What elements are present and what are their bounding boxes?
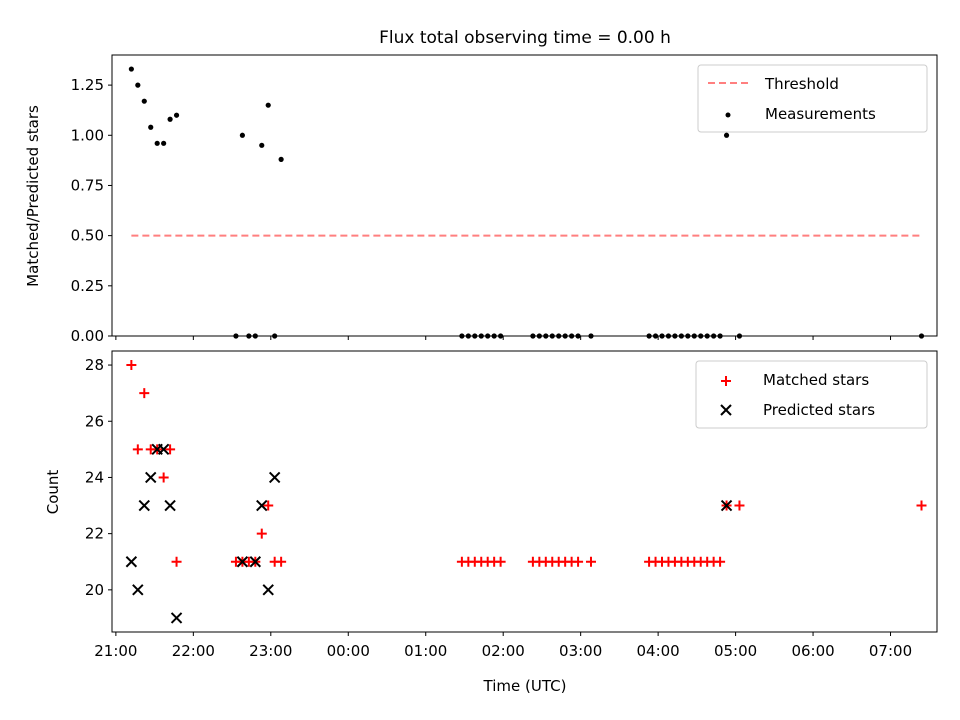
bottom-axes: 21:00 22:00 23:00 00:00 01:00 02:00 03:00 04:00… <box>85 356 912 660</box>
predicted-star-point <box>268 471 281 484</box>
top-y-tick-label: 0.00 <box>71 327 104 345</box>
matched-star-point <box>495 556 506 567</box>
matched-star-point <box>126 360 137 371</box>
x-tick-label: 21:00 <box>94 642 137 660</box>
predicted-star-point <box>145 471 157 484</box>
measurement-point <box>128 66 134 72</box>
bottom-y-tick-label: 20 <box>85 581 104 599</box>
matched-star-point <box>256 528 267 539</box>
measurement-point <box>141 98 147 104</box>
matched-star-point <box>139 388 150 399</box>
predicted-star-point <box>262 584 274 596</box>
predicted-star-point <box>164 499 176 512</box>
measurement-point <box>135 82 141 88</box>
matched-star-point <box>573 556 584 567</box>
top-axes: 0.00 0.25 0.50 0.75 1.00 1.25 <box>71 76 892 345</box>
bottom-plot-marks <box>125 360 927 624</box>
chart-title: Flux total observing time = 0.00 h <box>379 28 671 48</box>
bottom-legend: Matched stars Predicted stars <box>695 360 928 429</box>
measurement-point <box>161 140 167 146</box>
measurement-point <box>173 112 180 118</box>
matched-star-point <box>276 556 287 567</box>
top-y-axis-label: Matched/Predicted stars <box>24 105 42 287</box>
measurement-point <box>167 116 173 122</box>
matched-star-point <box>165 444 176 455</box>
legend-predicted-label: Predicted stars <box>763 401 875 419</box>
bottom-y-tick-label: 22 <box>85 525 104 543</box>
bottom-y-tick-label: 26 <box>85 412 104 430</box>
top-panel: 0.00 0.25 0.50 0.75 1.00 1.25 Matched/Predict… <box>24 54 938 345</box>
bottom-y-tick-label: 28 <box>85 356 104 374</box>
bottom-legend-box <box>695 360 928 429</box>
x-tick-label: 02:00 <box>482 642 525 660</box>
matched-legend-swatch <box>721 376 731 386</box>
predicted-star-point <box>170 612 183 624</box>
predicted-legend-swatch <box>720 404 732 416</box>
top-legend-box <box>697 64 928 133</box>
x-tick-label: 05:00 <box>714 642 757 660</box>
x-tick-label: 01:00 <box>404 642 447 660</box>
measurement-point <box>259 142 265 148</box>
predicted-star-point <box>720 499 733 512</box>
matched-star-point <box>158 472 169 483</box>
legend-threshold-label: Threshold <box>764 75 839 93</box>
x-tick-label: 22:00 <box>172 642 215 660</box>
measurement-point <box>278 156 284 162</box>
x-tick-label: 04:00 <box>637 642 680 660</box>
matched-star-point <box>263 500 274 511</box>
legend-measurements-label: Measurements <box>765 105 876 123</box>
matched-star-point <box>715 556 726 567</box>
x-tick-label: 00:00 <box>327 642 370 660</box>
bottom-y-axis-label: Count <box>44 470 62 515</box>
matched-star-point <box>734 500 745 511</box>
measurement-point <box>148 124 154 130</box>
predicted-star-point <box>157 443 170 456</box>
top-y-tick-label: 0.50 <box>71 227 104 245</box>
predicted-star-point <box>125 556 138 568</box>
predicted-star-point <box>249 556 262 568</box>
x-tick-label: 03:00 <box>559 642 602 660</box>
x-axis-label: Time (UTC) <box>483 677 567 695</box>
matched-star-point <box>916 500 927 511</box>
measurement-point <box>265 102 271 108</box>
predicted-star-point <box>236 556 249 568</box>
predicted-star-point <box>138 499 150 512</box>
predicted-star-point <box>256 499 268 512</box>
top-y-tick-label: 0.75 <box>71 176 104 194</box>
legend-matched-label: Matched stars <box>763 371 869 389</box>
bottom-y-tick-label: 24 <box>85 468 104 486</box>
bottom-panel: 21:00 22:00 23:00 00:00 01:00 02:00 03:00 04:00… <box>44 350 938 695</box>
x-tick-label: 07:00 <box>869 642 912 660</box>
top-y-tick-label: 1.25 <box>71 76 104 94</box>
measurement-point <box>723 132 730 138</box>
measurement-point <box>239 132 245 138</box>
matched-star-point <box>171 556 182 567</box>
x-tick-label: 06:00 <box>791 642 834 660</box>
top-y-tick-label: 0.25 <box>71 277 104 295</box>
matched-star-point <box>585 556 596 567</box>
measurement-point <box>154 140 160 146</box>
top-legend: Threshold Measurements <box>697 64 928 133</box>
x-tick-label: 23:00 <box>249 642 292 660</box>
matched-star-point <box>132 444 143 455</box>
predicted-star-point <box>132 584 144 596</box>
top-y-tick-label: 1.00 <box>71 126 104 144</box>
bottom-axes-frame <box>111 350 938 633</box>
top-axes-frame <box>111 54 938 337</box>
measurement-legend-swatch <box>725 112 731 118</box>
